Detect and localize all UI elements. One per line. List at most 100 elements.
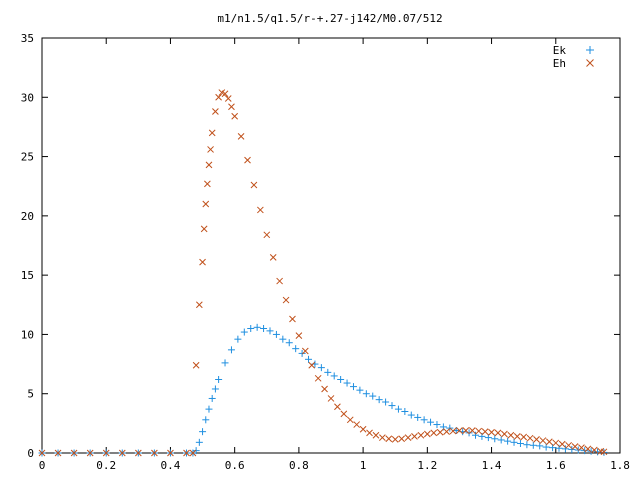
data-point — [581, 447, 589, 455]
data-point — [337, 375, 345, 383]
data-point — [481, 428, 489, 436]
data-point — [484, 434, 492, 442]
data-point — [250, 181, 258, 189]
x-tick-label: 0.8 — [289, 459, 309, 472]
data-point — [202, 200, 210, 208]
data-point — [494, 429, 502, 437]
data-point — [529, 441, 537, 449]
data-point — [546, 438, 553, 446]
data-point — [317, 364, 325, 372]
data-point — [334, 403, 341, 411]
data-point — [436, 428, 444, 436]
data-point — [561, 445, 569, 453]
data-point — [549, 444, 557, 452]
data-point — [205, 405, 213, 413]
data-point — [394, 405, 402, 413]
data-point — [488, 428, 495, 436]
data-point — [552, 439, 560, 447]
data-point — [305, 355, 313, 363]
data-point — [533, 436, 540, 443]
data-point — [263, 231, 271, 239]
data-point — [38, 449, 46, 457]
x-tick-label: 1.8 — [610, 459, 630, 472]
plot-frame — [41, 37, 621, 454]
data-point — [359, 425, 367, 433]
x-tick-label: 0.6 — [225, 459, 245, 472]
data-point — [346, 416, 354, 424]
data-point — [411, 433, 418, 440]
y-tick-label: 30 — [21, 91, 34, 104]
data-point — [558, 440, 566, 448]
data-point — [443, 428, 450, 436]
data-point — [289, 315, 296, 323]
data-point — [497, 436, 505, 444]
chart-title: m1/n1.5/q1.5/r-+.27-j142/M0.07/512 — [217, 12, 442, 25]
data-point — [221, 90, 229, 98]
data-point — [269, 254, 277, 261]
data-point — [202, 416, 210, 424]
data-point — [446, 424, 454, 432]
data-point — [183, 449, 190, 457]
data-point — [86, 449, 94, 457]
data-point — [600, 448, 608, 456]
data-point — [417, 431, 425, 439]
data-point — [398, 435, 405, 443]
data-point — [195, 438, 203, 446]
data-point — [356, 386, 364, 394]
data-point — [301, 347, 309, 355]
data-point — [134, 449, 142, 457]
data-point — [590, 446, 598, 454]
data-point — [204, 180, 211, 188]
data-point — [504, 437, 512, 445]
data-point — [574, 446, 582, 454]
data-point — [247, 325, 255, 332]
data-point — [423, 430, 431, 438]
data-point — [353, 421, 361, 428]
data-point — [282, 296, 290, 304]
data-point — [330, 372, 338, 380]
data-point — [349, 383, 357, 391]
data-point — [199, 428, 207, 436]
data-point — [266, 327, 274, 335]
data-point — [456, 427, 463, 434]
data-point — [272, 330, 280, 338]
data-point — [379, 434, 386, 441]
data-point — [234, 335, 242, 343]
data-point — [501, 430, 508, 438]
data-point — [205, 161, 213, 169]
x-tick-label: 0.2 — [96, 459, 116, 472]
data-point — [578, 444, 585, 452]
data-point — [449, 427, 457, 435]
data-point — [199, 258, 206, 266]
data-point — [227, 346, 235, 354]
data-point — [433, 421, 441, 429]
data-point — [192, 361, 200, 369]
data-point — [478, 432, 486, 440]
x-tick-label: 1.2 — [417, 459, 437, 472]
data-point — [215, 93, 222, 101]
data-point — [427, 418, 435, 426]
x-tick-label: 1.6 — [546, 459, 566, 472]
data-point — [70, 449, 78, 457]
data-point — [565, 441, 572, 449]
data-point — [295, 332, 303, 339]
data-point — [462, 427, 470, 434]
data-point — [257, 206, 264, 214]
data-point — [430, 429, 438, 437]
data-point — [324, 368, 332, 376]
data-point — [211, 385, 219, 393]
data-point — [276, 277, 283, 285]
data-point — [584, 445, 592, 453]
data-point — [237, 133, 245, 140]
x-tick-label: 0 — [39, 459, 46, 472]
data-point — [475, 427, 483, 435]
data-point — [539, 437, 547, 444]
data-point — [404, 434, 412, 441]
data-point — [401, 408, 409, 415]
data-point — [54, 449, 62, 457]
data-point — [391, 436, 399, 443]
data-point — [510, 438, 518, 446]
y-tick-label: 0 — [27, 447, 34, 460]
